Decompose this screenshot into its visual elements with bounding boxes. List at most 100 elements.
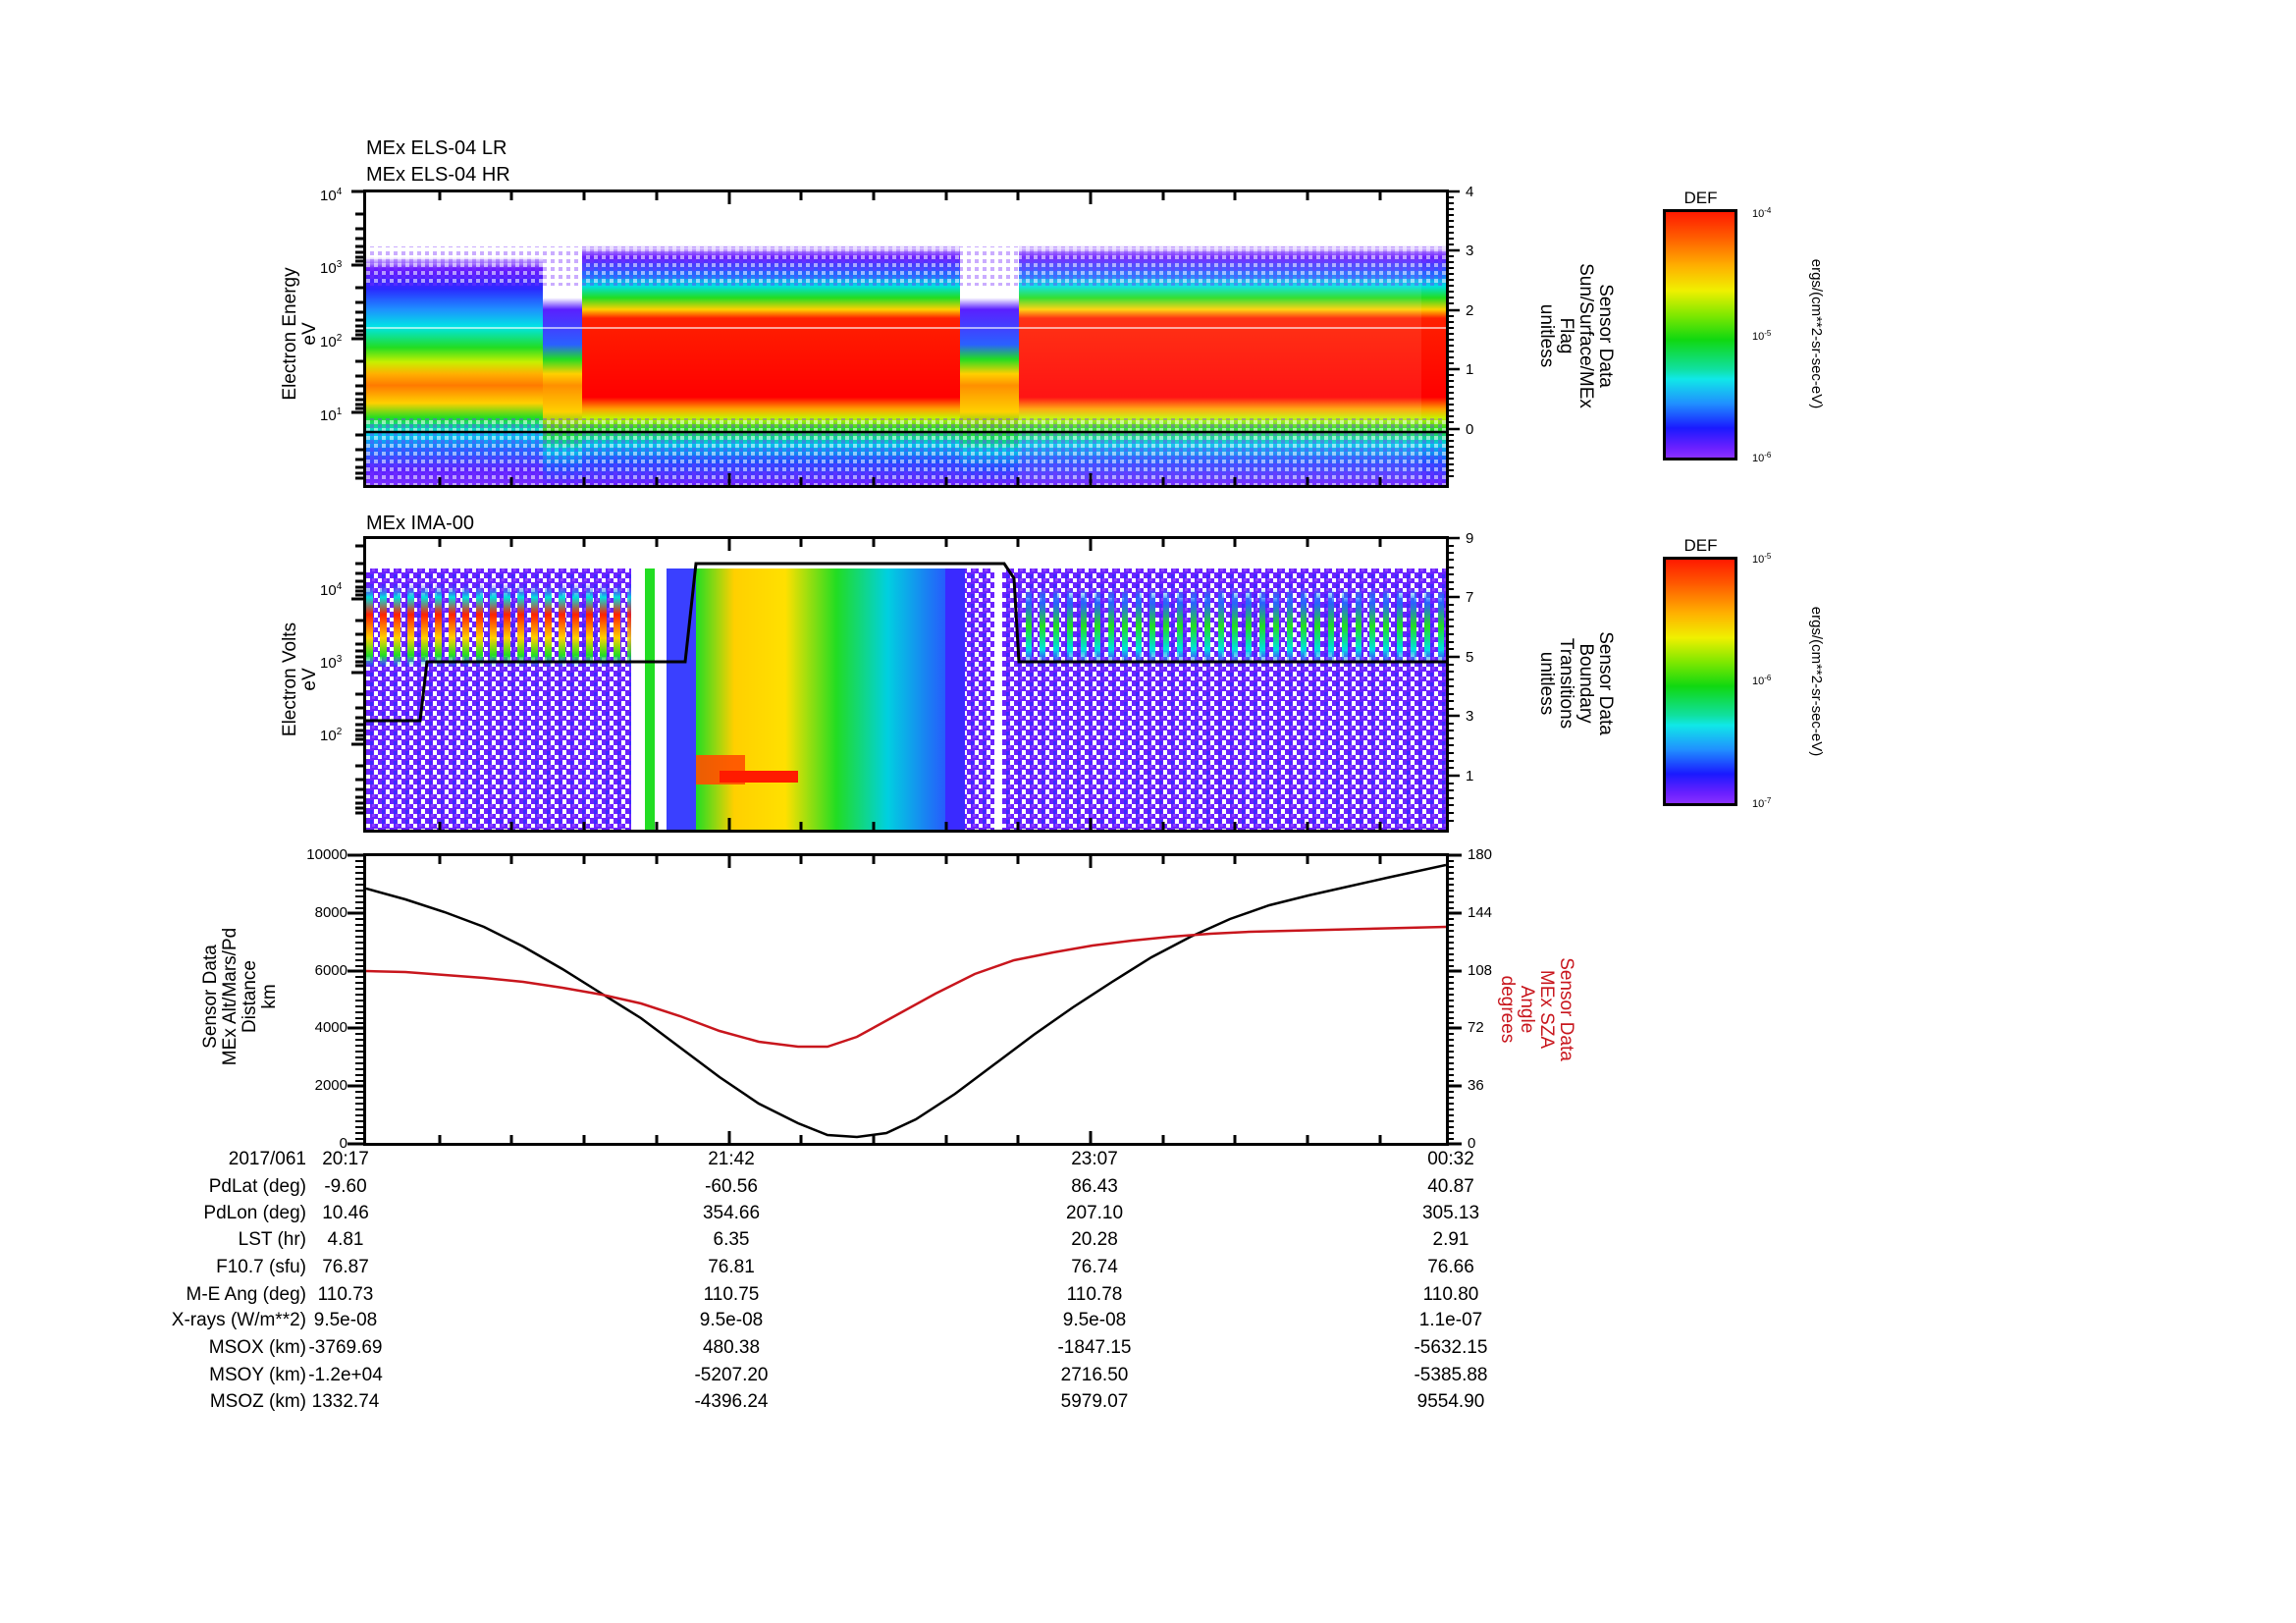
top-rtick-1: 1 — [1466, 361, 1474, 378]
bottom-ytick-2000: 2000 — [314, 1077, 347, 1094]
eph-col0-msox: -3769.69 — [308, 1337, 383, 1358]
eph-col2-time: 23:07 — [1071, 1149, 1118, 1169]
top-colorbar-max: 10-4 — [1752, 206, 1772, 220]
top-right-axis — [1446, 189, 1460, 477]
eph-col2-pdlon: 207.10 — [1065, 1203, 1124, 1223]
bottom-ytick-8000: 8000 — [314, 904, 347, 921]
bottom-left-ylabel: Sensor Data MEx Alt/Mars/Pd Distance km — [200, 927, 280, 1066]
bottom-left-axis — [347, 853, 363, 1146]
middle-rtick-9: 9 — [1466, 530, 1474, 547]
eph-col2-pdlat: 86.43 — [1071, 1176, 1118, 1197]
bottom-right-ylabel: Sensor Data MEx SZA Angle degrees — [1497, 957, 1576, 1061]
eph-col0-lst: 4.81 — [327, 1229, 364, 1250]
eph-col3-f107: 76.66 — [1427, 1257, 1474, 1277]
bottom-ytick-10000: 10000 — [306, 846, 347, 863]
top-left-axis — [351, 189, 363, 480]
eph-col1-pdlon: 354.66 — [702, 1203, 761, 1223]
bottom-ytick-4000: 4000 — [314, 1019, 347, 1036]
top-colorbar-mid: 10-5 — [1752, 329, 1772, 343]
eph-row-label-msoy: MSOY (km) — [209, 1365, 306, 1385]
top-rtick-2: 2 — [1466, 302, 1474, 319]
eph-col0-msoy: -1.2e+04 — [308, 1365, 383, 1385]
top-panel-title-1: MEx ELS-04 LR — [366, 137, 507, 159]
middle-ytick-1e4: 104 — [320, 581, 343, 599]
top-rtick-3: 3 — [1466, 243, 1474, 259]
top-rtick-0: 0 — [1466, 421, 1474, 438]
eph-col2-lst: 20.28 — [1071, 1229, 1118, 1250]
top-left-ylabel: Electron Energy eV — [280, 267, 320, 401]
eph-col1-f107: 76.81 — [708, 1257, 755, 1277]
top-colorbar-unit: ergs/(cm**2-sr-sec-eV) — [1808, 258, 1825, 409]
eph-col1-msoz: -4396.24 — [694, 1391, 769, 1412]
top-ytick-1e2: 102 — [320, 333, 343, 351]
eph-col2-msoy: 2716.50 — [1060, 1365, 1129, 1385]
top-rtick-4: 4 — [1466, 184, 1474, 200]
eph-col1-meang: 110.75 — [703, 1284, 760, 1305]
bottom-rtick-0: 0 — [1468, 1135, 1476, 1152]
eph-row-label-f107: F10.7 (sfu) — [216, 1257, 306, 1277]
eph-col1-lst: 6.35 — [713, 1229, 750, 1250]
middle-colorbar-max: 10-5 — [1752, 552, 1772, 566]
eph-row-label-meang: M-E Ang (deg) — [186, 1284, 307, 1305]
middle-left-ylabel: Electron Volts eV — [280, 622, 320, 737]
middle-ytick-1e2: 102 — [320, 727, 343, 744]
eph-col3-msox: -5632.15 — [1414, 1337, 1488, 1358]
eph-row-label-lst: LST (hr) — [238, 1229, 306, 1250]
eph-col1-pdlat: -60.56 — [705, 1176, 758, 1197]
eph-col3-lst: 2.91 — [1432, 1229, 1469, 1250]
bottom-rtick-108: 108 — [1468, 962, 1493, 979]
eph-col2-msoz: 5979.07 — [1060, 1391, 1129, 1412]
eph-col0-xrays: 9.5e-08 — [313, 1310, 378, 1330]
eph-col0-meang: 110.73 — [317, 1284, 374, 1305]
eph-col3-msoz: 9554.90 — [1416, 1391, 1485, 1412]
middle-panel-title: MEx IMA-00 — [366, 513, 475, 534]
bottom-rtick-180: 180 — [1468, 846, 1493, 863]
bottom-rtick-36: 36 — [1468, 1077, 1484, 1094]
top-colorbar-title: DEF — [1683, 189, 1718, 207]
eph-col3-msoy: -5385.88 — [1414, 1365, 1488, 1385]
eph-col3-pdlon: 305.13 — [1421, 1203, 1480, 1223]
middle-colorbar-title: DEF — [1683, 536, 1718, 555]
eph-col0-pdlon: 10.46 — [322, 1203, 369, 1223]
middle-left-axis — [351, 544, 363, 815]
top-right-ylabel: Sensor Data Sun/Surface/MEx Flag unitless — [1536, 263, 1616, 408]
eph-row-label-pdlat: PdLat (deg) — [208, 1176, 306, 1197]
bottom-rtick-72: 72 — [1468, 1019, 1484, 1036]
eph-row-label-date: 2017/061 — [228, 1149, 306, 1169]
top-ytick-1e1: 101 — [320, 406, 343, 424]
middle-rtick-5: 5 — [1466, 649, 1474, 666]
eph-col3-pdlat: 40.87 — [1427, 1176, 1474, 1197]
eph-row-label-msoz: MSOZ (km) — [209, 1391, 306, 1412]
middle-right-ylabel: Sensor Data Boundary Transitions unitless — [1536, 631, 1616, 735]
eph-col0-time: 20:17 — [322, 1149, 369, 1169]
eph-col1-msox: 480.38 — [702, 1337, 761, 1358]
eph-row-label-msox: MSOX (km) — [208, 1337, 306, 1358]
eph-col2-meang: 110.78 — [1066, 1284, 1123, 1305]
middle-colorbar-min: 10-7 — [1752, 796, 1772, 810]
eph-col1-msoy: -5207.20 — [694, 1365, 769, 1385]
top-ytick-1e3: 103 — [320, 259, 343, 277]
bottom-right-axis — [1446, 853, 1462, 1146]
middle-ytick-1e3: 103 — [320, 654, 343, 672]
eph-col2-msox: -1847.15 — [1057, 1337, 1132, 1358]
middle-spectrogram — [363, 536, 1449, 833]
middle-rtick-7: 7 — [1466, 589, 1474, 606]
eph-col1-xrays: 9.5e-08 — [699, 1310, 764, 1330]
bottom-rtick-144: 144 — [1468, 904, 1493, 921]
middle-colorbar-unit: ergs/(cm**2-sr-sec-eV) — [1808, 606, 1825, 757]
middle-rtick-1: 1 — [1466, 768, 1474, 784]
eph-row-label-pdlon: PdLon (deg) — [203, 1203, 306, 1223]
bottom-ytick-0: 0 — [339, 1135, 347, 1152]
eph-col0-f107: 76.87 — [322, 1257, 369, 1277]
middle-rtick-3: 3 — [1466, 708, 1474, 725]
eph-col3-meang: 110.80 — [1422, 1284, 1479, 1305]
top-colorbar — [1663, 209, 1737, 460]
eph-col1-time: 21:42 — [708, 1149, 755, 1169]
eph-col3-xrays: 1.1e-07 — [1418, 1310, 1483, 1330]
middle-colorbar-mid: 10-6 — [1752, 674, 1772, 687]
eph-col0-pdlat: -9.60 — [324, 1176, 367, 1197]
middle-right-axis — [1446, 536, 1460, 822]
eph-col3-time: 00:32 — [1427, 1149, 1474, 1169]
eph-col0-msoz: 1332.74 — [311, 1391, 380, 1412]
bottom-ytick-6000: 6000 — [314, 962, 347, 979]
